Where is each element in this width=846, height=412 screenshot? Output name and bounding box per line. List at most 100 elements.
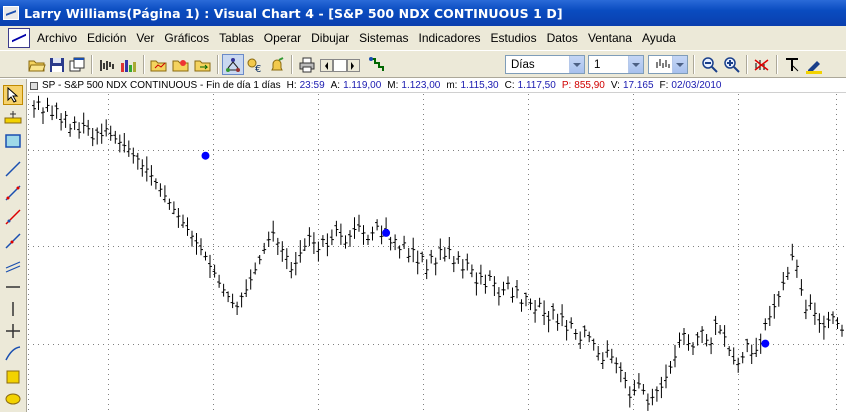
price-bar — [492, 276, 496, 296]
price-bar — [723, 325, 727, 347]
folder-arrow-icon[interactable] — [192, 54, 214, 75]
menu-indicadores[interactable]: Indicadores — [414, 31, 486, 45]
period-select[interactable]: Días — [505, 55, 585, 74]
price-bar — [763, 318, 767, 330]
menu-estudios[interactable]: Estudios — [486, 31, 542, 45]
chart-icon[interactable] — [96, 54, 118, 75]
rectangle-select-icon[interactable] — [3, 131, 23, 151]
zoom-out-icon[interactable] — [699, 54, 721, 75]
p-label: P: — [562, 80, 571, 91]
price-chart-svg[interactable] — [28, 94, 846, 412]
chevron-down-icon[interactable] — [569, 56, 584, 73]
price-bar — [511, 288, 515, 303]
price-bar — [479, 265, 483, 285]
price-bar — [204, 252, 208, 261]
step-icon[interactable] — [366, 54, 388, 75]
price-bar — [303, 238, 307, 251]
crosshair-icon[interactable] — [3, 321, 23, 341]
price-bar — [619, 362, 623, 382]
ellipse-shape-icon[interactable] — [3, 389, 23, 409]
open-folder-icon[interactable] — [26, 54, 48, 75]
price-bar — [172, 201, 176, 214]
price-bar — [506, 276, 510, 289]
pointer-icon[interactable] — [3, 85, 23, 105]
menu-tablas[interactable]: Tablas — [214, 31, 259, 45]
price-bar — [547, 311, 551, 332]
bar-style-icon — [649, 57, 672, 72]
trendline-ext-icon[interactable] — [3, 183, 23, 203]
save-icon[interactable] — [46, 54, 68, 75]
quote-info-bar: SP - S&P 500 NDX CONTINUOUS - Fin de día… — [28, 79, 846, 93]
menu-ayuda[interactable]: Ayuda — [637, 31, 681, 45]
menu-dibujar[interactable]: Dibujar — [306, 31, 354, 45]
price-bar — [709, 337, 713, 354]
square-shape-icon[interactable] — [3, 367, 23, 387]
price-bar — [583, 325, 587, 337]
price-bar — [393, 234, 397, 250]
ruler-icon[interactable] — [3, 109, 23, 129]
price-bar — [100, 124, 104, 144]
signal-marker — [202, 152, 210, 160]
arc-icon[interactable] — [3, 343, 23, 363]
window-title: Larry Williams(Página 1) : Visual Chart … — [24, 6, 563, 21]
price-bar — [167, 199, 171, 210]
a-value: 1.119,00 — [343, 80, 381, 91]
windows-icon[interactable] — [66, 54, 88, 75]
price-bar — [82, 113, 86, 134]
price-bar — [344, 235, 348, 248]
arrow-line-icon[interactable] — [3, 231, 23, 251]
chevron-down-icon[interactable] — [628, 56, 643, 73]
price-bar — [804, 300, 808, 319]
price-bar — [262, 243, 266, 254]
f-value: 02/03/2010 — [671, 80, 721, 91]
price-bar — [267, 232, 271, 247]
price-bar — [596, 346, 600, 361]
network-icon[interactable] — [222, 54, 244, 75]
chevron-down-icon[interactable] — [672, 56, 687, 73]
cursor-icon[interactable] — [781, 54, 803, 75]
trendline-icon[interactable] — [3, 159, 23, 179]
menu-datos[interactable]: Datos — [542, 31, 583, 45]
bell-icon[interactable] — [266, 54, 288, 75]
menu-operar[interactable]: Operar — [259, 31, 306, 45]
price-bar — [732, 347, 736, 364]
multiplier-select[interactable]: 1 — [588, 55, 644, 74]
price-bar — [655, 386, 659, 401]
menu-ver[interactable]: Ver — [131, 31, 159, 45]
menu-graficos[interactable]: Gráficos — [159, 31, 214, 45]
app-icon[interactable] — [3, 6, 19, 20]
horizontal-line-icon[interactable] — [3, 277, 23, 297]
price-bar — [149, 165, 153, 186]
scroll-icon[interactable] — [318, 54, 362, 75]
print-icon[interactable] — [296, 54, 318, 75]
bar-style-select[interactable] — [648, 55, 688, 74]
menu-archivo[interactable]: Archivo — [32, 31, 82, 45]
menu-ventana[interactable]: Ventana — [583, 31, 637, 45]
price-bar — [240, 293, 244, 308]
price-bar — [59, 113, 63, 130]
price-bar — [41, 107, 45, 124]
pen-icon[interactable] — [803, 54, 825, 75]
svg-text:€: € — [255, 64, 261, 73]
price-bar — [678, 333, 682, 348]
folder-chart-icon[interactable] — [148, 54, 170, 75]
no-draw-icon[interactable] — [751, 54, 773, 75]
vertical-line-icon[interactable] — [3, 299, 23, 319]
zoom-in-icon[interactable] — [721, 54, 743, 75]
price-bar — [285, 248, 289, 269]
ray-icon[interactable] — [3, 207, 23, 227]
bar-chart-icon[interactable] — [118, 54, 140, 75]
document-icon[interactable] — [8, 28, 30, 48]
folder-star-icon[interactable] — [170, 54, 192, 75]
price-chart[interactable] — [28, 94, 846, 412]
price-bar — [50, 106, 54, 121]
menu-sistemas[interactable]: Sistemas — [354, 31, 413, 45]
price-bar — [669, 361, 673, 374]
euro-icon[interactable]: € — [244, 54, 266, 75]
price-bar — [249, 269, 253, 289]
menu-edicion[interactable]: Edición — [82, 31, 131, 45]
price-bar — [95, 128, 99, 145]
c-value: 1.117,50 — [518, 80, 556, 91]
price-bar — [294, 252, 298, 275]
channel-icon[interactable] — [3, 255, 23, 275]
